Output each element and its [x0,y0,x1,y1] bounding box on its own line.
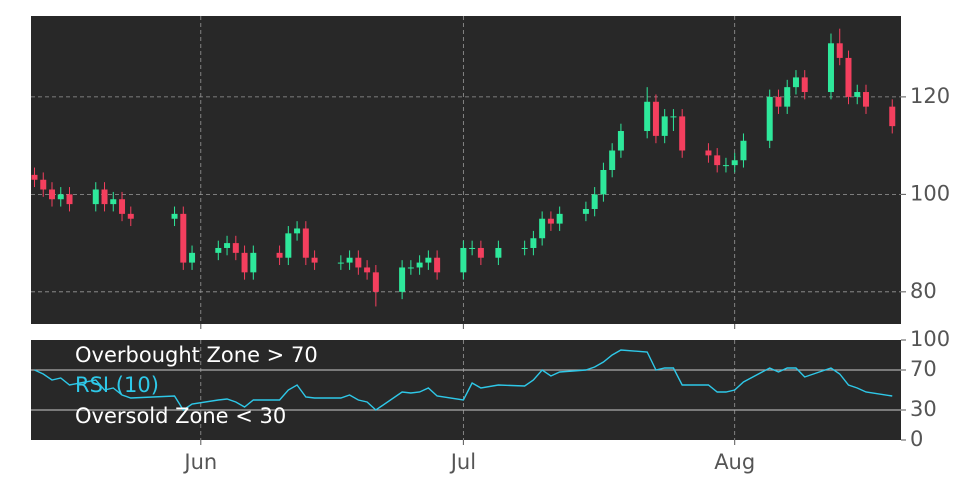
price-panel [31,16,901,324]
candle-body [189,252,196,263]
candle-body [670,116,677,118]
candle-body [399,267,406,292]
candle-body [591,194,598,209]
candle-body [609,150,616,170]
candle-body [346,257,353,263]
candle-body [775,96,782,107]
candle-body [766,96,773,141]
y-tick-label: 100 [910,181,950,205]
candle-body [215,247,222,253]
candle-body [617,131,624,151]
candle-body [784,87,791,107]
y-tick-label: 80 [910,279,937,303]
y-tick-label: 100 [910,327,950,351]
candle-body [460,247,467,273]
x-tick-label: Jun [182,450,217,474]
candle-body [311,257,318,263]
candle-body [521,247,528,249]
candle-body [294,228,301,234]
candle-body [827,43,834,93]
candle-body [285,233,292,258]
candle-body [180,213,187,263]
x-tick-label: Aug [714,450,755,474]
x-tick-label: Jul [449,450,476,474]
candle-body [530,238,537,248]
candle-body [801,77,808,93]
candle-body [302,228,309,258]
candle-body [477,247,484,258]
candle-body [556,213,563,224]
candle-body [845,57,852,97]
candle-body [731,160,738,166]
candle-body [250,252,257,273]
candle-body [652,101,659,136]
candle-body [434,257,441,273]
candle-body [582,208,589,214]
candle-body [425,257,432,263]
candle-body [722,165,729,167]
candle-body [127,213,134,219]
candle-body [337,262,344,264]
candle-body [469,247,476,249]
candle-body [495,247,502,258]
candle-body [714,155,721,166]
candle-body [355,257,362,268]
y-tick-label: 70 [910,357,937,381]
candle-body [119,199,126,214]
candle-body [547,218,554,224]
legend-label: Oversold Zone < 30 [75,404,286,428]
candle-body [889,106,896,127]
candle-body [600,170,607,195]
candle-body [836,43,843,58]
candle-body [792,77,799,88]
candle-body [101,189,108,205]
candle-body [372,272,379,292]
candle-body [740,140,747,161]
candle-body [679,116,686,151]
candle-body [661,116,668,136]
candle-body [407,267,414,269]
candle-body [31,174,38,180]
candle-body [276,252,283,258]
legend-label: RSI (10) [75,373,159,397]
candle-body [40,179,47,190]
candle-body [92,189,99,205]
candle-body [241,252,248,273]
candle-body [110,199,117,205]
candle-body [364,267,371,273]
candle-body [644,101,651,132]
candle-body [57,194,64,200]
candle-body [171,213,178,219]
rsi-panel [31,340,901,440]
candle-body [862,92,869,107]
legend-label: Overbought Zone > 70 [75,343,318,367]
rsi-line [34,349,893,411]
candle-body [539,218,546,239]
y-tick-label: 30 [910,397,937,421]
candle-body [49,189,56,200]
candle-body [232,243,239,253]
candle-body [66,194,73,205]
candle-body [854,92,861,97]
candle-body [416,262,423,268]
y-tick-label: 0 [910,427,923,451]
candle-body [224,243,231,248]
candle-body [705,150,712,156]
y-tick-label: 120 [910,84,950,108]
